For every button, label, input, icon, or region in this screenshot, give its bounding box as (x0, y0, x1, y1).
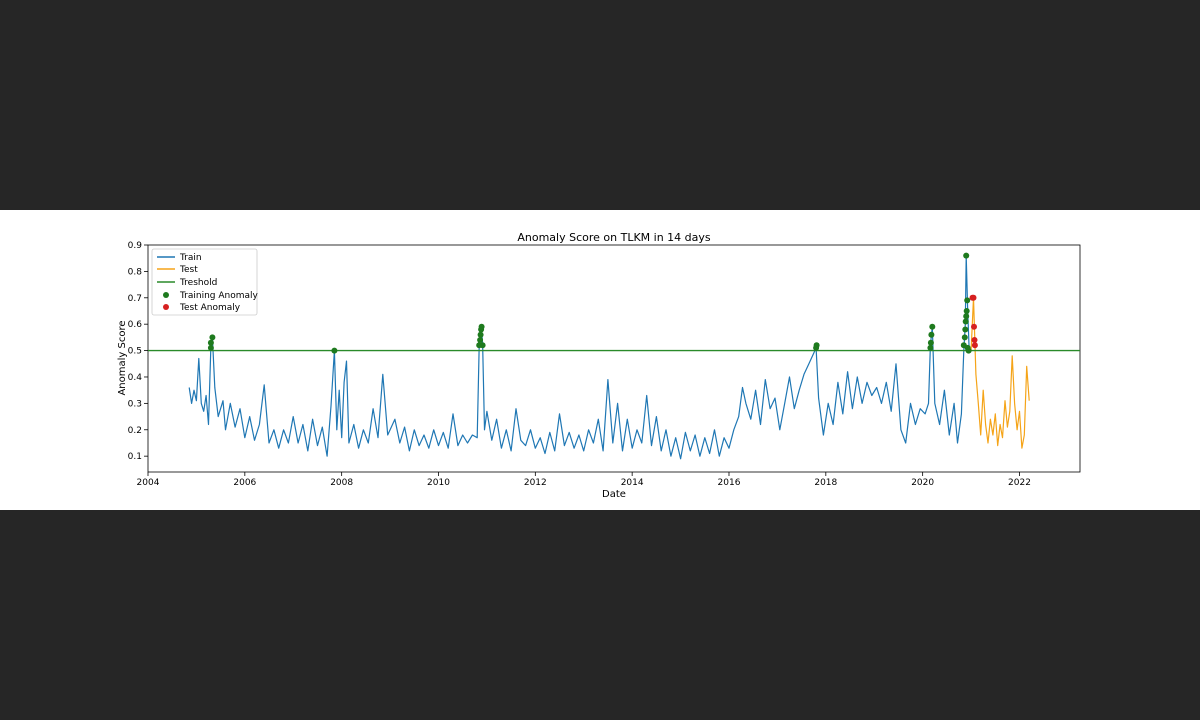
test-anomaly-point (971, 337, 978, 343)
training-anomaly-point (962, 318, 969, 325)
training-anomaly-point (331, 347, 338, 354)
series-line-train (188, 255, 972, 460)
legend-test-label: Test (179, 265, 198, 275)
x-tick-label: 2014 (621, 478, 644, 488)
y-tick-label: 0.6 (128, 320, 143, 330)
legend-train-label: Train (179, 253, 202, 263)
test-anomaly-point (971, 342, 978, 349)
legend-test-anomaly-marker (163, 304, 169, 310)
x-tick-label: 2006 (233, 478, 256, 488)
training-anomaly-point (965, 347, 972, 354)
legend-box (151, 248, 258, 316)
chart-title: Anomaly Score on TLKM in 14 days (517, 231, 711, 244)
legend-training-anomaly-label: Training Anomaly (179, 291, 259, 301)
training-anomaly-point (963, 313, 970, 320)
training-anomaly-point (927, 339, 934, 346)
x-axis-label: Date (602, 489, 626, 500)
training-anomaly-point (962, 326, 969, 333)
x-tick-label: 2010 (427, 478, 450, 488)
legend: Train Test Treshold Training Anomaly Tes… (151, 248, 259, 316)
y-tick-label: 0.7 (128, 294, 142, 304)
training-anomaly-point (927, 344, 934, 351)
training-anomaly-point (928, 331, 935, 338)
legend-test-anomaly-label: Test Anomaly (179, 303, 241, 313)
training-anomaly-point (963, 308, 970, 314)
anomaly-layer (207, 252, 978, 354)
x-tick-label: 2012 (524, 478, 547, 488)
training-anomaly-point (929, 323, 936, 330)
x-tick-label: 2022 (1008, 478, 1031, 488)
y-axis: 0.1 0.2 0.3 0.4 0.5 0.6 0.7 0.8 0.9 (128, 241, 148, 462)
x-tick-label: 2004 (137, 478, 160, 488)
y-tick-label: 0.3 (128, 399, 142, 409)
test-anomaly-point (971, 323, 977, 330)
training-anomaly-point (813, 342, 820, 349)
y-tick-label: 0.8 (128, 267, 143, 277)
y-tick-label: 0.5 (128, 347, 142, 357)
legend-training-anomaly-marker (163, 292, 169, 298)
x-tick-label: 2008 (330, 478, 353, 488)
training-anomaly-point (478, 323, 485, 330)
training-anomaly-point (963, 252, 970, 259)
y-tick-label: 0.9 (128, 241, 143, 251)
y-tick-label: 0.2 (128, 426, 142, 436)
training-anomaly-point (209, 334, 216, 341)
y-axis-label: Anomaly Score (117, 320, 128, 395)
training-anomaly-point (477, 331, 484, 338)
training-anomaly-point (964, 297, 971, 304)
series-layer (148, 255, 1080, 460)
training-anomaly-point (961, 334, 968, 341)
chart-figure: Anomaly Score on TLKM in 14 days 2004 200… (0, 210, 1200, 510)
legend-threshold-label: Treshold (179, 278, 217, 288)
test-anomaly-point (970, 294, 977, 301)
anomaly-chart: Anomaly Score on TLKM in 14 days 2004 200… (117, 231, 1081, 500)
series-line-test (970, 297, 1030, 449)
training-anomaly-point (477, 337, 484, 343)
training-anomaly-point (207, 339, 214, 346)
training-anomaly-point (479, 342, 486, 349)
x-tick-label: 2020 (911, 478, 934, 488)
plot-area (147, 244, 1081, 473)
x-tick-label: 2018 (814, 478, 837, 488)
y-tick-label: 0.1 (128, 452, 142, 462)
training-anomaly-point (207, 344, 214, 351)
x-tick-label: 2016 (718, 478, 741, 488)
x-axis: 2004 2006 2008 2010 2012 2014 2016 2018 2020 2022 (137, 472, 1031, 488)
y-tick-label: 0.4 (128, 373, 143, 383)
